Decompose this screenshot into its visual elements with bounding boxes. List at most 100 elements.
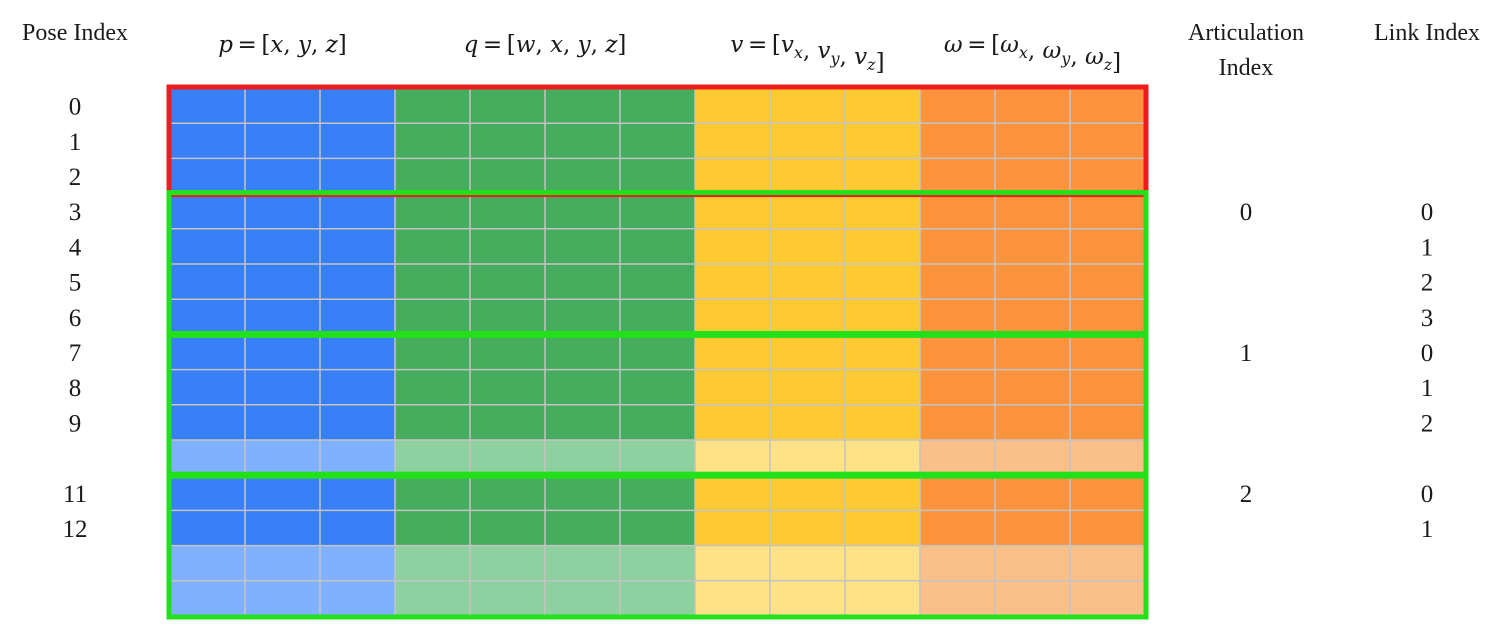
pose-cell [845,264,921,300]
pose-cell [245,88,321,124]
articulation-index-header-line1: Articulation [1188,20,1304,46]
pose-cell [545,264,621,300]
pose-cell [170,475,246,511]
pose-index-header: Pose Index [22,20,128,46]
pose-cell [170,228,246,265]
articulation-index-label: 2 [1240,481,1253,508]
padding-cell [920,440,996,476]
pose-cell [395,158,471,195]
link-index-label: 1 [1421,234,1434,261]
column-group-labels: p = [x, y, z] q = [w, x, y, z] v = [vx, vy… [218,32,1121,76]
padding-cell [245,580,321,617]
pose-cell [770,299,846,335]
pose-cell [545,158,621,195]
pose-cell [545,510,621,547]
pose-cell [245,510,321,547]
pose-cell [845,334,921,371]
padding-cell [845,440,921,476]
padding-cell [995,440,1071,476]
pose-cell [395,299,471,335]
pose-cell [170,193,246,230]
padding-cell [920,580,996,617]
pose-cell [170,123,246,159]
pose-cell [995,299,1071,335]
pose-cell [1070,264,1146,300]
pose-cell [920,510,996,547]
pose-cell [845,88,921,124]
pose-cell [470,299,546,335]
position-label: p = [x, y, z] [218,32,347,58]
pose-cell [320,264,396,300]
pose-cell [170,334,246,371]
pose-cell [770,88,846,124]
pose-cell [245,264,321,300]
pose-cell [995,510,1071,547]
pose-cell [1070,228,1146,265]
pose-cell [995,334,1071,371]
pose-cell [1070,404,1146,441]
pose-cell [770,264,846,300]
pose-cell [395,264,471,300]
pose-cell [620,264,696,300]
pose-cell [320,334,396,371]
padding-cell [320,580,396,617]
pose-index-label: 2 [69,164,82,191]
pose-cell [470,228,546,265]
padding-cell [695,440,771,476]
pose-cell [995,193,1071,230]
pose-cell [545,88,621,124]
pose-cell [920,228,996,265]
pose-cell [395,193,471,230]
pose-cell [320,404,396,441]
padding-cell [995,545,1071,582]
padding-cell [695,545,771,582]
pose-index-label: 4 [69,234,82,261]
link-index-label: 0 [1421,199,1434,226]
padding-cell [170,545,246,582]
padding-cell [620,545,696,582]
pose-cell [995,369,1071,406]
padding-cell [320,545,396,582]
articulation-index-label: 0 [1240,199,1253,226]
pose-cell [320,88,396,124]
padding-cell [170,440,246,476]
pose-cell [695,475,771,511]
pose-cell [695,510,771,547]
pose-cell [620,404,696,441]
pose-cell [695,123,771,159]
pose-cell [695,404,771,441]
padding-cell [170,580,246,617]
pose-cell [545,334,621,371]
padding-cell [845,545,921,582]
pose-cell [170,264,246,300]
pose-cell [170,299,246,335]
quaternion-label: q = [w, x, y, z] [464,32,627,58]
pose-cell [245,228,321,265]
pose-cell [1070,475,1146,511]
pose-cell [1070,158,1146,195]
pose-cell [770,404,846,441]
pose-cell [170,158,246,195]
pose-cell [470,158,546,195]
padding-cell [545,440,621,476]
pose-index-label: 1 [69,129,82,156]
pose-cell [470,369,546,406]
pose-cell [920,158,996,195]
link-index-label: 2 [1421,270,1434,297]
pose-index-label: 5 [69,270,82,297]
pose-index-label: 11 [63,481,87,508]
pose-cell [995,475,1071,511]
pose-cell [245,193,321,230]
pose-cell [620,88,696,124]
pose-cell [545,228,621,265]
pose-cell [320,123,396,159]
pose-cell [320,158,396,195]
padding-cell [545,545,621,582]
link-index-label: 1 [1421,375,1434,402]
padding-cell [695,580,771,617]
pose-cell [695,158,771,195]
pose-cell [920,369,996,406]
pose-cell [620,475,696,511]
pose-cell [770,475,846,511]
